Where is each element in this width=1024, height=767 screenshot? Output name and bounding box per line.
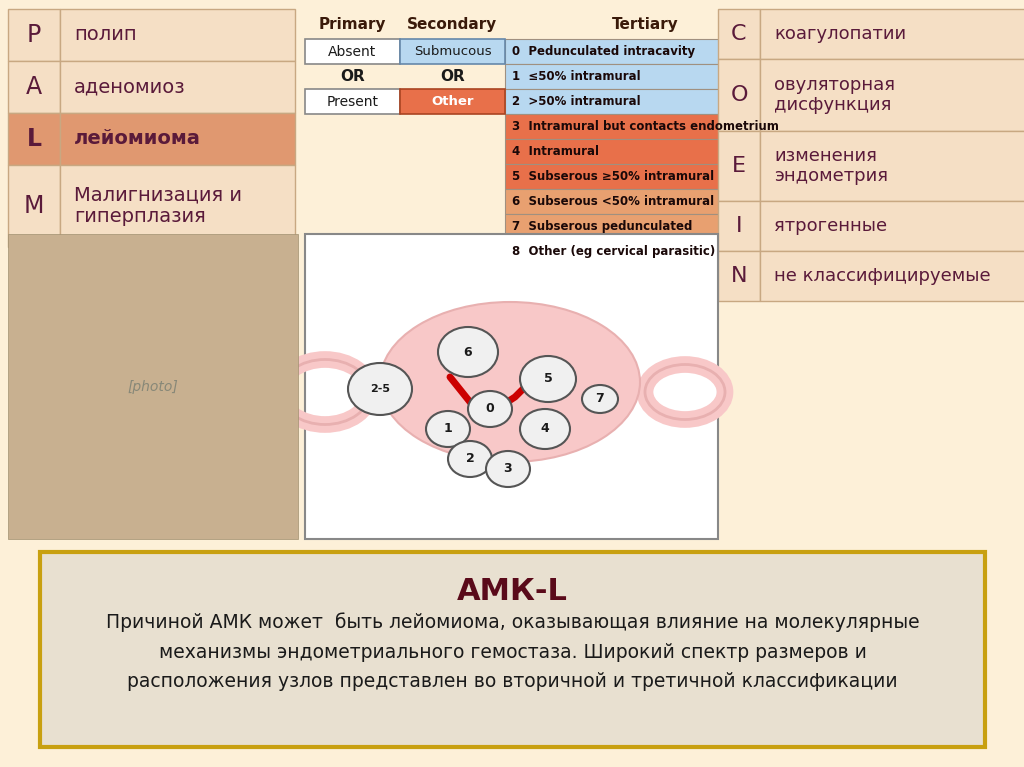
Bar xyxy=(400,89,505,114)
Text: аденомиоз: аденомиоз xyxy=(74,77,185,97)
Bar xyxy=(400,39,505,64)
Ellipse shape xyxy=(449,441,492,477)
Bar xyxy=(8,234,298,539)
Text: 0  Pedunculated intracavity: 0 Pedunculated intracavity xyxy=(512,45,695,58)
Bar xyxy=(305,234,718,539)
Text: полип: полип xyxy=(74,25,136,44)
Bar xyxy=(505,189,785,214)
Bar xyxy=(760,59,1024,131)
Bar xyxy=(305,39,400,64)
Text: 3  Intramural but contacts endometrium: 3 Intramural but contacts endometrium xyxy=(512,120,779,133)
Bar xyxy=(505,39,785,64)
Bar xyxy=(718,201,760,251)
Bar xyxy=(760,9,1024,59)
Bar xyxy=(718,59,760,131)
Text: 4: 4 xyxy=(541,423,549,436)
Ellipse shape xyxy=(426,411,470,447)
Text: 7  Subserous pedunculated: 7 Subserous pedunculated xyxy=(512,220,692,233)
Text: Primary: Primary xyxy=(318,17,386,31)
Text: 6  Subserous <50% intramural: 6 Subserous <50% intramural xyxy=(512,195,714,208)
Text: P: P xyxy=(27,23,41,47)
Text: OR: OR xyxy=(440,69,465,84)
Text: Причиной АМК может  быть лейомиома, оказывающая влияние на молекулярные
механизм: Причиной АМК может быть лейомиома, оказы… xyxy=(105,613,920,691)
Bar xyxy=(8,165,60,247)
Ellipse shape xyxy=(438,327,498,377)
Ellipse shape xyxy=(486,451,530,487)
Text: 5  Subserous ≥50% intramural: 5 Subserous ≥50% intramural xyxy=(512,170,714,183)
Text: 1  ≤50% intramural: 1 ≤50% intramural xyxy=(512,70,641,83)
Text: [photo]: [photo] xyxy=(128,380,178,393)
Bar xyxy=(505,114,785,139)
Text: Absent: Absent xyxy=(329,44,377,58)
Text: E: E xyxy=(732,156,746,176)
Bar xyxy=(60,61,295,113)
Text: Secondary: Secondary xyxy=(408,17,498,31)
Text: Tertiary: Tertiary xyxy=(611,17,678,31)
Bar xyxy=(505,214,785,239)
Text: A: A xyxy=(26,75,42,99)
Bar xyxy=(60,113,295,165)
Text: овуляторная
дисфункция: овуляторная дисфункция xyxy=(774,76,895,114)
Text: 2: 2 xyxy=(466,453,474,466)
Text: не классифицируемые: не классифицируемые xyxy=(774,267,990,285)
Bar xyxy=(60,165,295,247)
Text: 1: 1 xyxy=(443,423,453,436)
Text: АМК-L: АМК-L xyxy=(457,578,568,607)
Text: 7: 7 xyxy=(596,393,604,406)
Bar xyxy=(760,201,1024,251)
Text: N: N xyxy=(731,266,748,286)
Text: 0: 0 xyxy=(485,403,495,416)
Text: C: C xyxy=(731,24,746,44)
Text: 4  Intramural: 4 Intramural xyxy=(512,145,599,158)
Ellipse shape xyxy=(348,363,412,415)
Text: Малигнизация и
гиперплазия: Малигнизация и гиперплазия xyxy=(74,186,242,226)
Bar xyxy=(8,61,60,113)
Ellipse shape xyxy=(520,356,575,402)
Bar xyxy=(505,89,785,114)
Text: 2  >50% intramural: 2 >50% intramural xyxy=(512,95,641,108)
Bar xyxy=(8,113,60,165)
Text: лейомиома: лейомиома xyxy=(74,130,201,149)
Text: ятрогенные: ятрогенные xyxy=(774,217,887,235)
Text: O: O xyxy=(730,85,748,105)
Bar xyxy=(760,131,1024,201)
Ellipse shape xyxy=(468,391,512,427)
Text: Other: Other xyxy=(431,95,474,108)
Bar xyxy=(305,89,400,114)
Bar xyxy=(505,64,785,89)
Text: 5: 5 xyxy=(544,373,552,386)
Text: изменения
эндометрия: изменения эндометрия xyxy=(774,146,888,186)
Text: I: I xyxy=(736,216,742,236)
Text: коагулопатии: коагулопатии xyxy=(774,25,906,43)
Bar xyxy=(718,251,760,301)
Bar xyxy=(60,9,295,61)
Bar xyxy=(505,239,785,264)
Bar xyxy=(305,9,785,39)
Text: Submucous: Submucous xyxy=(414,45,492,58)
Bar xyxy=(40,552,985,747)
Text: 8  Other (eg cervical parasitic): 8 Other (eg cervical parasitic) xyxy=(512,245,715,258)
Text: 6: 6 xyxy=(464,345,472,358)
Bar xyxy=(718,9,760,59)
Text: Present: Present xyxy=(327,94,379,108)
Text: M: M xyxy=(24,194,44,218)
Bar xyxy=(718,131,760,201)
Ellipse shape xyxy=(520,409,570,449)
Text: 2-5: 2-5 xyxy=(370,384,390,394)
Text: 3: 3 xyxy=(504,463,512,476)
Bar xyxy=(8,9,60,61)
Bar xyxy=(505,139,785,164)
Ellipse shape xyxy=(582,385,618,413)
Text: OR: OR xyxy=(340,69,365,84)
Text: L: L xyxy=(27,127,42,151)
Ellipse shape xyxy=(380,302,640,462)
Bar xyxy=(505,164,785,189)
Bar xyxy=(760,251,1024,301)
